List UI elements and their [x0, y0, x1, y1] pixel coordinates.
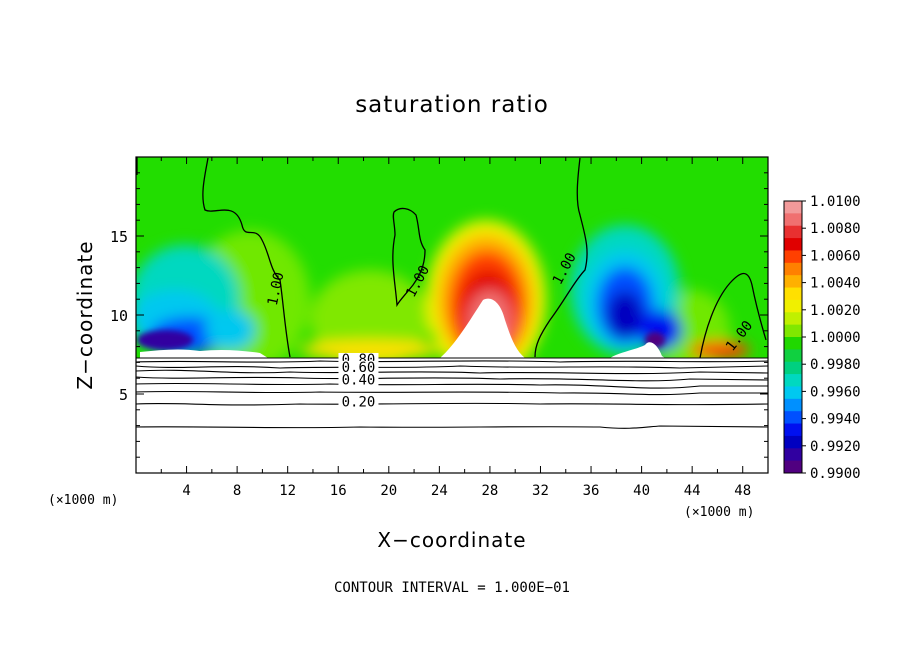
contour-label-bg: [338, 395, 379, 409]
x-tick-label: 20: [380, 483, 397, 499]
colorbar-swatch: [784, 275, 802, 289]
colorbar-label: 0.9940: [810, 412, 861, 428]
colorbar-label: 1.0080: [810, 221, 861, 237]
x-axis-label: X−coordinate: [377, 528, 526, 552]
x-tick-label: 24: [431, 483, 448, 499]
chart-title: saturation ratio: [355, 92, 549, 118]
colorbar-swatch: [784, 312, 802, 326]
colorbar-swatch: [784, 398, 802, 412]
x-tick-label: 36: [583, 483, 600, 499]
colorbar-label: 0.9960: [810, 384, 861, 400]
colorbar-swatch: [784, 435, 802, 449]
y-axis: 5 10 15: [110, 172, 768, 458]
colorbar-swatch: [784, 299, 802, 313]
heatmap-field: [136, 157, 768, 358]
colorbar-swatch: [784, 460, 802, 474]
y-tick-label: 10: [110, 307, 128, 325]
x-tick-label: 40: [633, 483, 650, 499]
colorbar-swatch: [784, 287, 802, 301]
colorbar-swatch: [784, 386, 802, 400]
x-tick-label: 4: [182, 483, 190, 499]
colorbar-swatch: [784, 337, 802, 350]
contour-interval-note: CONTOUR INTERVAL = 1.000E−01: [334, 580, 570, 596]
colorbar-swatch: [784, 262, 802, 276]
x-axis: 4 8 12 16 20 24 28 32 36 40 44 48: [160, 157, 751, 499]
colorbar-swatch: [784, 374, 802, 387]
colorbar-swatch: [784, 349, 802, 363]
x-tick-label: 12: [279, 483, 296, 499]
colorbar-swatch: [784, 225, 802, 239]
x-unit-left: (×1000 m): [48, 493, 118, 508]
colorbar-swatch: [784, 411, 802, 425]
colorbar-label: 1.0040: [810, 276, 861, 292]
contour-label: 0.40: [342, 373, 376, 389]
x-tick-label: 28: [481, 483, 498, 499]
colorbar-label: 0.9920: [810, 439, 861, 455]
x-tick-label: 8: [233, 483, 241, 499]
y-axis-label: Z−coordinate: [73, 240, 97, 389]
y-tick-label: 5: [119, 386, 128, 404]
y-tick-label: 15: [110, 228, 128, 246]
contour-lines-lower: [135, 357, 769, 429]
colorbar-swatch: [784, 213, 802, 227]
x-tick-label: 44: [684, 483, 701, 499]
colorbar-swatch: [784, 423, 802, 437]
colorbar-swatch: [784, 201, 802, 214]
contour-label: 1.00: [265, 271, 288, 307]
contour-lines-upper: [136, 157, 767, 359]
colorbar-swatch: [784, 250, 802, 264]
colorbar-label: 1.0020: [810, 303, 861, 319]
contour-label-bg: [338, 360, 379, 374]
contour-label-bg: [338, 373, 379, 387]
colorbar-label: 0.9980: [810, 357, 861, 373]
colorbar: 1.0100 1.0080 1.0060 1.0040 1.0020 1.0000 0.99…: [783, 194, 861, 482]
x-tick-label: 48: [734, 483, 751, 499]
x-tick-label: 16: [330, 483, 347, 499]
colorbar-swatch: [784, 448, 802, 462]
contour-labels-lower: 0.800.600.400.20: [338, 352, 379, 411]
x-unit-right: (×1000 m): [684, 505, 754, 520]
colorbar-label: 0.9900: [810, 466, 861, 482]
colorbar-label: 1.0100: [810, 194, 861, 210]
colorbar-swatch: [784, 238, 802, 251]
colorbar-label: 1.0060: [810, 248, 861, 264]
contour-label: 0.20: [342, 395, 376, 411]
colorbar-swatch: [784, 324, 802, 338]
colorbar-swatch: [784, 361, 802, 375]
contour-label: 0.60: [342, 360, 376, 376]
colorbar-label: 1.0000: [810, 330, 861, 346]
x-tick-label: 32: [532, 483, 549, 499]
